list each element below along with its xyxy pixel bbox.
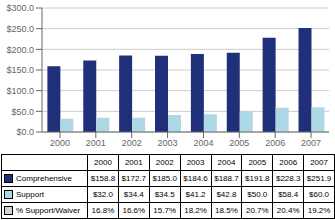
html-text:$34.4: $34.4 — [123, 190, 144, 199]
html-text:$184.6: $184.6 — [183, 174, 208, 183]
svg-text:2000: 2000 — [50, 138, 70, 148]
html-text:$50.0: $50.0 — [247, 190, 268, 199]
html-text:$185.0: $185.0 — [152, 174, 177, 183]
html-text:2005: 2005 — [248, 158, 267, 167]
html-text:$34.5: $34.5 — [154, 190, 175, 199]
html-text:2000: 2000 — [94, 158, 112, 167]
svg-text:2002: 2002 — [122, 138, 142, 148]
html-text:2006: 2006 — [279, 158, 298, 167]
svg-text:$50.0: $50.0 — [11, 107, 34, 117]
html-text:20.4%: 20.4% — [276, 206, 300, 215]
svg-text:$150.0: $150.0 — [8, 65, 34, 75]
html-text:18.2%: 18.2% — [184, 206, 207, 215]
html-text:% Support/Waiver: % Support/Waiver — [16, 206, 81, 216]
html-text:2007: 2007 — [310, 158, 328, 167]
svg-text:2001: 2001 — [86, 138, 106, 148]
svg-text:2003: 2003 — [158, 138, 178, 148]
html-text:20.7%: 20.7% — [246, 206, 269, 215]
html-text:19.2%: 19.2% — [307, 206, 331, 215]
html-text:$191.8: $191.8 — [245, 174, 270, 183]
html-text:$251.9: $251.9 — [306, 174, 332, 183]
html-text:15.7%: 15.7% — [153, 206, 176, 215]
html-text:2001: 2001 — [124, 158, 143, 167]
html-text:16.8%: 16.8% — [91, 206, 115, 215]
svg-text:$200.0: $200.0 — [8, 45, 34, 55]
html-text:$58.4: $58.4 — [278, 190, 299, 199]
svg-text:$100.0: $100.0 — [8, 86, 34, 96]
html-text:$32.0: $32.0 — [92, 190, 113, 199]
svg-text:2007: 2007 — [301, 138, 321, 148]
svg-text:$300.0: $300.0 — [8, 3, 34, 13]
html-text:$60.0: $60.0 — [309, 190, 330, 199]
svg-text:$250.0: $250.0 — [8, 24, 34, 34]
html-text:16.6%: 16.6% — [122, 206, 146, 215]
svg-text:2005: 2005 — [229, 138, 249, 148]
html-text:$41.2: $41.2 — [185, 190, 206, 199]
html-text:$172.7: $172.7 — [121, 174, 146, 183]
svg-text:2006: 2006 — [265, 138, 285, 148]
html-text:2004: 2004 — [217, 158, 236, 167]
html-text:$158.8: $158.8 — [90, 174, 116, 183]
html-text:18.5%: 18.5% — [215, 206, 238, 215]
html-text:2003: 2003 — [186, 158, 205, 167]
html-text:$42.8: $42.8 — [216, 190, 237, 199]
html-text:Support: Support — [16, 190, 44, 200]
html-text:$188.7: $188.7 — [214, 174, 239, 183]
html-text:2002: 2002 — [155, 158, 174, 167]
html-text:Comprehensive: Comprehensive — [16, 174, 72, 184]
html-text:$228.3: $228.3 — [276, 174, 301, 183]
svg-text:$0.0: $0.0 — [16, 127, 34, 137]
svg-text:2004: 2004 — [193, 138, 213, 148]
